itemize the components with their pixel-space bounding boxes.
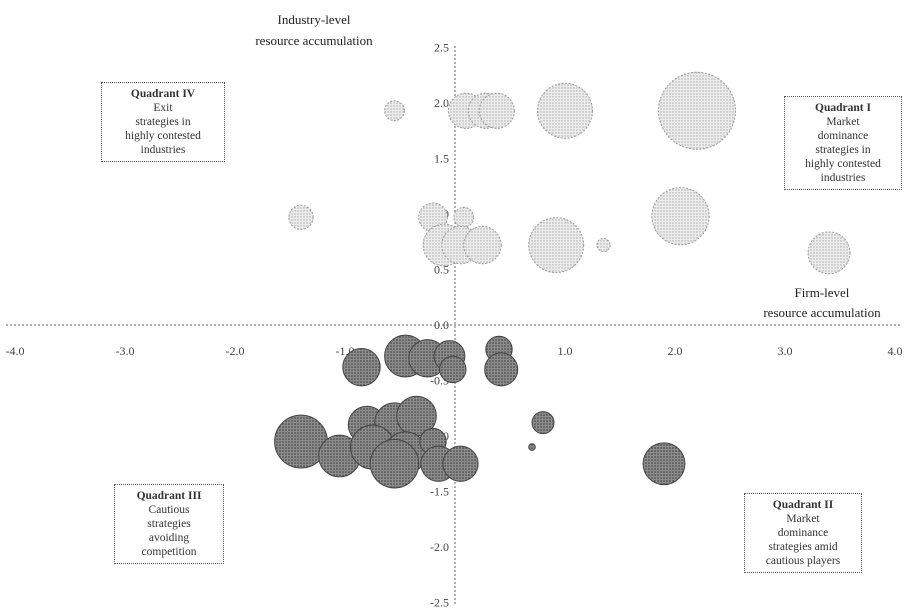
axis-titles: Industry-level resource accumulation Fir… [255, 12, 881, 320]
bubble-point [642, 442, 686, 486]
quadrant-ii-line: dominance [777, 527, 829, 539]
quadrant-i-box: Quadrant I Market dominance strategies i… [784, 96, 902, 190]
quadrant-iii-line: strategies [147, 518, 191, 530]
quadrant-i-line: Market [826, 116, 860, 128]
quadrant-ii-line: strategies amid [768, 541, 838, 553]
quadrant-i-title: Quadrant I [815, 102, 871, 114]
y-tick-label: 1.5 [434, 152, 449, 166]
bubble-point [439, 355, 467, 384]
quadrant-iii-title: Quadrant III [136, 490, 202, 502]
bubble-point [528, 443, 536, 451]
x-tick-label: 3.0 [778, 344, 793, 358]
bubble-point [442, 445, 479, 482]
x-tick-label: -2.0 [226, 344, 245, 358]
tick-labels: -4.0-3.0-2.0-1.01.02.03.04.02.52.01.51.0… [6, 41, 903, 608]
quadrant-ii-box: Quadrant II Market dominance strategies … [744, 493, 862, 573]
quadrant-i-line: highly contested [805, 158, 881, 170]
quadrant-iii-box: Quadrant III Cautious strategies avoidin… [114, 484, 224, 564]
bubble-point [288, 204, 314, 230]
x-tick-label: -4.0 [6, 344, 25, 358]
x-tick-label: 2.0 [668, 344, 683, 358]
y-tick-label: -2.0 [430, 540, 449, 554]
bubble-point [384, 100, 405, 122]
quadrant-ii-line: cautious players [765, 555, 841, 567]
quadrant-ii-title: Quadrant II [772, 499, 834, 511]
quadrant-i-line: industries [820, 172, 866, 184]
quadrant-i-line: strategies in [815, 144, 871, 156]
y-axis-title-line2: resource accumulation [255, 33, 373, 48]
bubble-point [342, 347, 381, 387]
quadrant-iv-line: Exit [153, 102, 173, 114]
bubble-point [596, 237, 611, 253]
quadrant-i-line: dominance [817, 130, 869, 142]
y-tick-label: 2.0 [434, 96, 449, 110]
y-tick-label: 2.5 [434, 41, 449, 55]
x-axis-title-line1: Firm-level [795, 285, 850, 300]
bubble-point [807, 231, 851, 275]
quadrant-iv-title: Quadrant IV [130, 88, 196, 100]
bubble-point [369, 439, 420, 489]
quadrant-iv-line: highly contested [125, 130, 201, 142]
y-tick-label: 0.0 [434, 318, 449, 332]
bubble-point [537, 82, 593, 139]
bubble-point [484, 352, 519, 387]
bubble-point [658, 71, 736, 150]
y-tick-label: 0.5 [434, 263, 449, 277]
axes [6, 46, 900, 604]
x-tick-label: 1.0 [558, 344, 573, 358]
x-tick-label: 4.0 [888, 344, 903, 358]
quadrant-iv-line: industries [140, 144, 186, 156]
quadrant-iii-line: competition [141, 546, 197, 558]
quadrant-iv-box: Quadrant IV Exit strategies in highly co… [101, 82, 225, 162]
quadrant-iv-line: strategies in [135, 116, 191, 128]
bubble-point [528, 217, 585, 274]
bubble-point [651, 187, 710, 246]
bubble-point [453, 206, 475, 228]
bubble-point [478, 92, 515, 129]
bubble-point [463, 225, 502, 265]
quadrant-ii-line: Market [786, 513, 820, 525]
bubble-point [531, 411, 555, 435]
y-tick-label: -2.5 [430, 596, 449, 608]
y-axis-title-line1: Industry-level [278, 12, 351, 27]
x-tick-label: -3.0 [116, 344, 135, 358]
y-tick-label: -1.5 [430, 485, 449, 499]
quadrant-iii-line: avoiding [148, 532, 190, 544]
x-axis-title-line2: resource accumulation [763, 305, 881, 320]
bubbles [274, 71, 851, 489]
quadrant-iii-line: Cautious [148, 504, 190, 516]
